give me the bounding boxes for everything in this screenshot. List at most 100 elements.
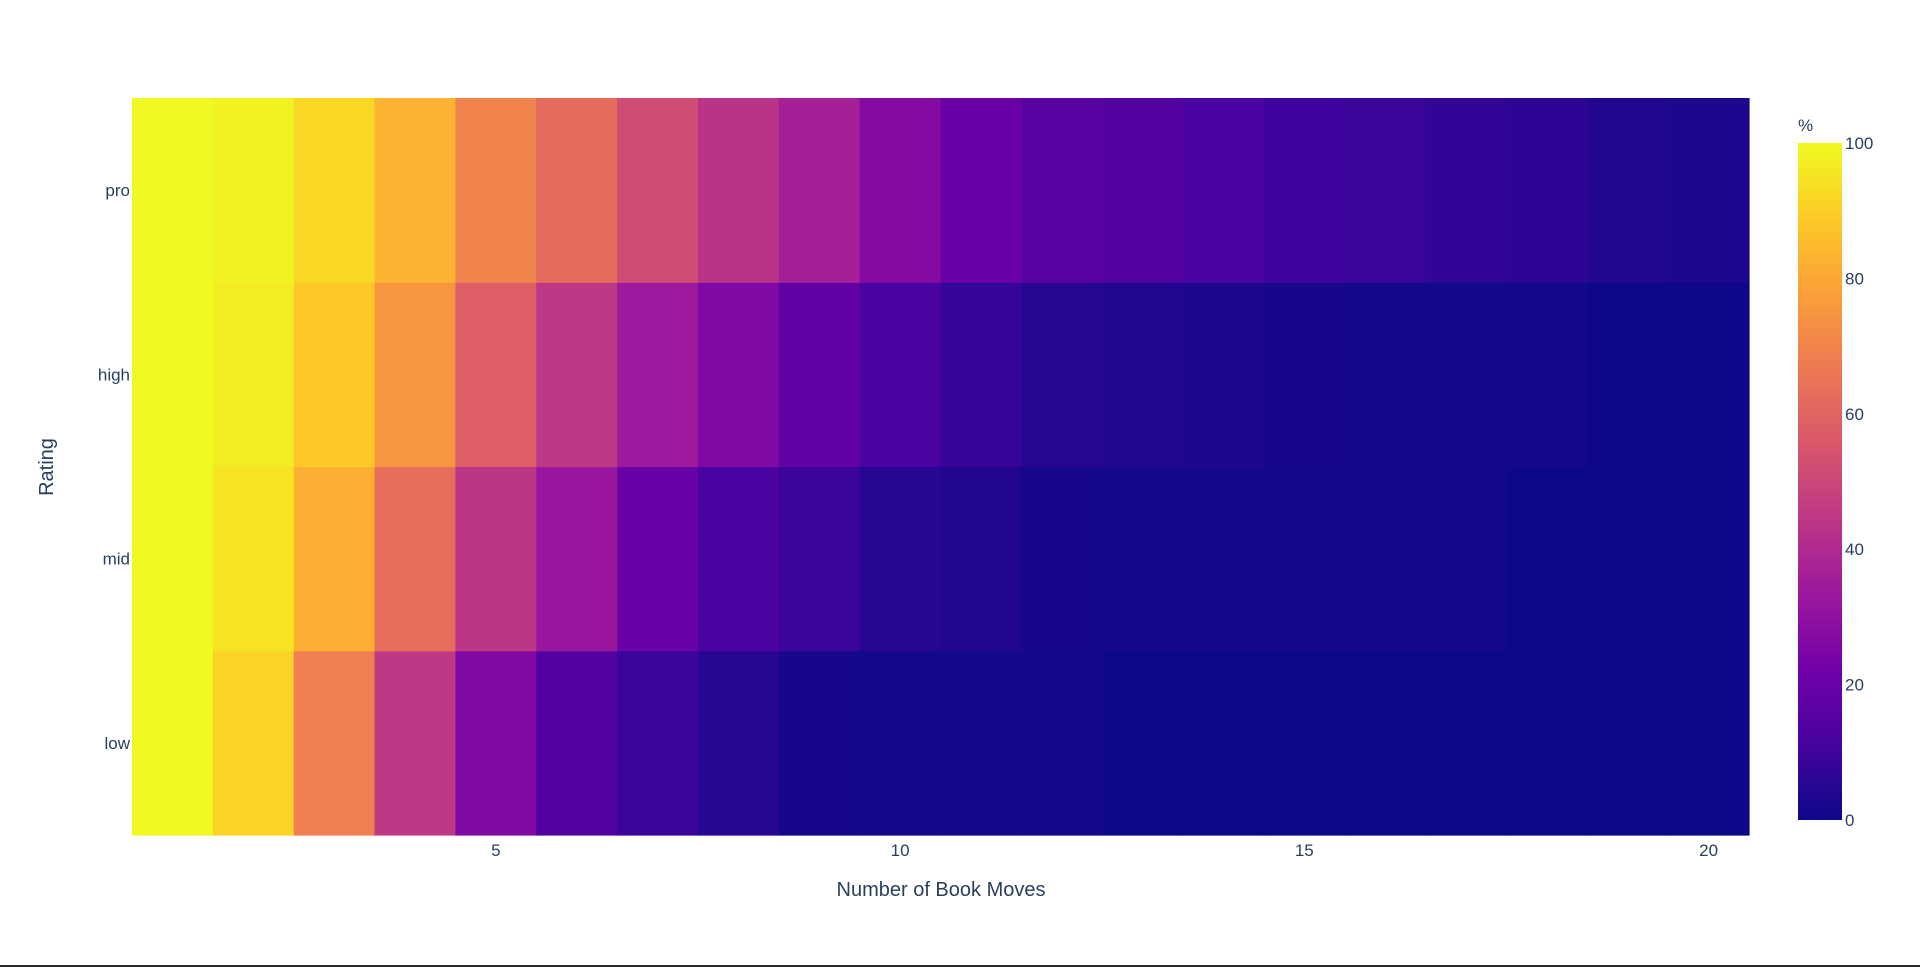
- heatmap-cell-pro-20: [1668, 98, 1750, 283]
- heatmap-cell-mid-14: [1183, 466, 1265, 652]
- heatmap-cell-pro-14: [1183, 98, 1265, 283]
- heatmap-cell-mid-6: [536, 466, 618, 652]
- heatmap-cell-low-3: [293, 650, 376, 836]
- heatmap-cell-pro-9: [778, 98, 861, 283]
- heatmap-cell-high-15: [1263, 282, 1346, 468]
- x-tick-labels: 5 10 15 20: [491, 841, 1718, 860]
- heatmap-cell-pro-18: [1506, 98, 1588, 283]
- heatmap-cell-pro-7: [617, 98, 699, 283]
- heatmap-cell-mid-16: [1344, 466, 1427, 652]
- heatmap-cell-mid-4: [374, 466, 456, 652]
- heatmap-cell-low-2: [212, 650, 295, 836]
- heatmap-cell-high-5: [455, 282, 537, 468]
- heatmap-cell-mid-8: [697, 466, 780, 652]
- heatmap-cell-mid-5: [455, 466, 537, 652]
- heatmap-cell-high-14: [1183, 282, 1265, 468]
- colorbar-tick-80: 80: [1845, 269, 1864, 288]
- heatmap-cell-low-7: [617, 650, 699, 836]
- heatmap-cells: [132, 98, 1750, 836]
- colorbar-tick-20: 20: [1845, 676, 1864, 695]
- heatmap-cell-low-17: [1425, 650, 1508, 836]
- heatmap-cell-mid-2: [212, 466, 295, 652]
- heatmap-cell-high-19: [1587, 282, 1669, 468]
- y-tick-pro: pro: [105, 181, 130, 200]
- heatmap-cell-low-13: [1102, 650, 1184, 836]
- heatmap-cell-pro-5: [455, 98, 537, 283]
- heatmap-cell-high-12: [1021, 282, 1103, 468]
- heatmap-cell-high-8: [697, 282, 780, 468]
- heatmap-cell-high-16: [1344, 282, 1427, 468]
- heatmap-cell-mid-1: [132, 466, 214, 652]
- heatmap-cell-high-11: [940, 282, 1022, 468]
- colorbar-title: %: [1798, 116, 1813, 135]
- y-tick-mid: mid: [103, 550, 130, 569]
- heatmap-cell-high-17: [1425, 282, 1508, 468]
- heatmap-cell-pro-2: [212, 98, 295, 283]
- heatmap-cell-mid-12: [1021, 466, 1103, 652]
- x-tick-20: 20: [1699, 841, 1718, 860]
- y-tick-labels: low mid high pro: [98, 181, 131, 753]
- colorbar-tick-0: 0: [1845, 811, 1854, 830]
- colorbar-tick-60: 60: [1845, 405, 1864, 424]
- heatmap-cell-pro-11: [940, 98, 1022, 283]
- heatmap-cell-high-20: [1668, 282, 1750, 468]
- heatmap-cell-high-10: [859, 282, 942, 468]
- heatmap-cell-low-1: [132, 650, 214, 836]
- heatmap-cell-pro-16: [1344, 98, 1427, 283]
- bottom-divider: [0, 965, 1920, 967]
- colorbar-tick-100: 100: [1845, 134, 1873, 153]
- heatmap-cell-high-4: [374, 282, 456, 468]
- heatmap-cell-high-3: [293, 282, 376, 468]
- heatmap-cell-pro-6: [536, 98, 618, 283]
- heatmap-cell-high-6: [536, 282, 618, 468]
- heatmap-cell-mid-15: [1263, 466, 1346, 652]
- heatmap-cell-low-9: [778, 650, 861, 836]
- heatmap-cell-mid-10: [859, 466, 942, 652]
- heatmap-cell-high-13: [1102, 282, 1184, 468]
- heatmap-cell-low-10: [859, 650, 942, 836]
- x-tick-15: 15: [1295, 841, 1314, 860]
- heatmap-cell-mid-3: [293, 466, 376, 652]
- heatmap-cell-mid-18: [1506, 466, 1588, 652]
- heatmap-cell-pro-4: [374, 98, 456, 283]
- heatmap-cell-pro-13: [1102, 98, 1184, 283]
- heatmap-cell-high-9: [778, 282, 861, 468]
- heatmap-cell-mid-17: [1425, 466, 1508, 652]
- x-tick-10: 10: [891, 841, 910, 860]
- heatmap-cell-low-6: [536, 650, 618, 836]
- colorbar-gradient: [1798, 143, 1842, 820]
- heatmap-cell-low-4: [374, 650, 456, 836]
- heatmap-cell-mid-11: [940, 466, 1022, 652]
- heatmap-cell-mid-7: [617, 466, 699, 652]
- heatmap-cell-high-1: [132, 282, 214, 468]
- heatmap-cell-low-20: [1668, 650, 1750, 836]
- heatmap-cell-low-8: [697, 650, 780, 836]
- heatmap-cell-mid-13: [1102, 466, 1184, 652]
- heatmap-cell-low-19: [1587, 650, 1669, 836]
- heatmap-cell-low-15: [1263, 650, 1346, 836]
- heatmap-cell-pro-8: [697, 98, 780, 283]
- heatmap-cell-pro-1: [132, 98, 214, 283]
- heatmap-cell-pro-15: [1263, 98, 1346, 283]
- y-tick-low: low: [104, 734, 130, 753]
- heatmap-cell-pro-3: [293, 98, 376, 283]
- colorbar-tick-labels: 0 20 40 60 80 100: [1845, 134, 1873, 830]
- heatmap-cell-mid-19: [1587, 466, 1669, 652]
- heatmap-cell-mid-9: [778, 466, 861, 652]
- colorbar-tick-40: 40: [1845, 540, 1864, 559]
- heatmap-cell-mid-20: [1668, 466, 1750, 652]
- heatmap-cell-low-11: [940, 650, 1022, 836]
- heatmap-cell-low-18: [1506, 650, 1588, 836]
- x-axis-title: Number of Book Moves: [837, 879, 1046, 901]
- heatmap-cell-high-7: [617, 282, 699, 468]
- y-tick-high: high: [98, 365, 130, 384]
- heatmap-cell-pro-10: [859, 98, 942, 283]
- heatmap-cell-low-14: [1183, 650, 1265, 836]
- heatmap-cell-low-5: [455, 650, 537, 836]
- y-axis-title: Rating: [36, 438, 58, 496]
- colorbar: % 0 20 40 60 80 100: [1798, 116, 1873, 830]
- heatmap-cell-pro-19: [1587, 98, 1669, 283]
- heatmap-cell-pro-17: [1425, 98, 1508, 283]
- heatmap-cell-high-18: [1506, 282, 1588, 468]
